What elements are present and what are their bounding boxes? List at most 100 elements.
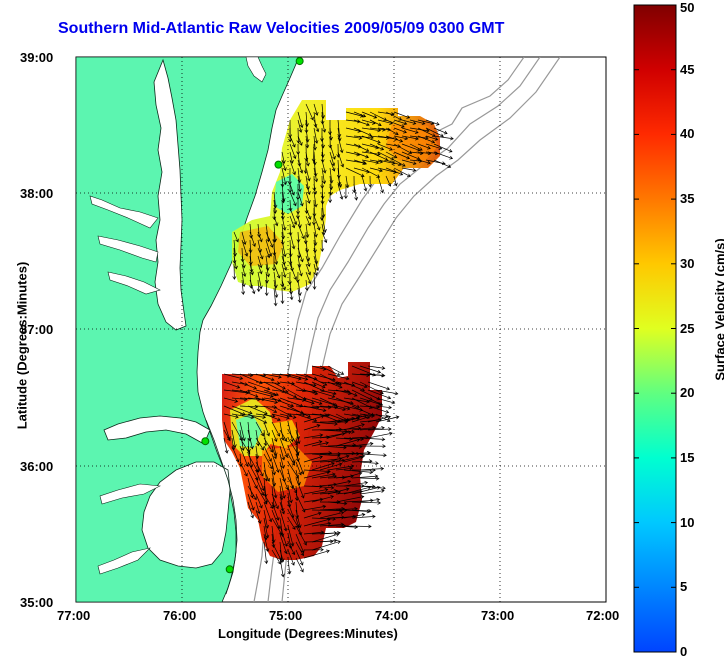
velocity-arrow (223, 373, 244, 381)
velocity-arrow (343, 413, 368, 423)
colorbar-label: Surface Velocity (cm/s) (712, 238, 724, 381)
velocity-arrow (313, 223, 318, 238)
velocity-arrow (289, 207, 298, 226)
velocity-arrow (319, 462, 343, 471)
velocity-arrow (313, 239, 317, 254)
velocity-arrow (433, 135, 454, 141)
velocity-arrow (409, 143, 423, 151)
velocity-arrow (425, 127, 444, 138)
velocity-arrow (303, 389, 319, 396)
velocity-arrow (271, 445, 278, 460)
velocity-arrow (289, 287, 294, 301)
velocity-arrow (295, 413, 318, 423)
colorbar-tick-label: 40 (680, 126, 695, 142)
velocity-arrow (417, 159, 431, 165)
velocity-arrow (385, 119, 405, 128)
velocity-arrow (264, 279, 269, 297)
velocity-arrow (327, 487, 350, 495)
velocity-arrow (343, 480, 369, 487)
velocity-arrow (247, 501, 255, 519)
colorbar-tick-label: 10 (680, 514, 695, 530)
velocity-arrow (359, 365, 382, 374)
velocity-arrow (313, 167, 319, 183)
velocity-arrow (353, 111, 367, 118)
velocity-arrow (361, 175, 368, 192)
velocity-arrow (369, 167, 383, 173)
velocity-arrow (279, 525, 288, 547)
velocity-arrow (319, 510, 345, 519)
velocity-arrow (433, 151, 454, 160)
velocity-arrow (359, 497, 381, 503)
velocity-arrow (393, 127, 407, 134)
velocity-arrow (233, 231, 239, 243)
velocity-arrow (265, 263, 271, 278)
velocity-arrow (255, 509, 262, 525)
velocity-arrow (303, 549, 330, 559)
velocity-arrow (263, 405, 278, 413)
velocity-arrow (287, 557, 292, 575)
velocity-arrow (263, 469, 270, 482)
velocity-arrow (345, 135, 363, 140)
velocity-arrow (279, 421, 285, 441)
velocity-arrow (312, 271, 317, 290)
velocity-arrow (279, 445, 286, 461)
neuse-river (97, 547, 151, 575)
velocity-arrow (239, 461, 248, 477)
velocity-arrow (256, 279, 261, 293)
velocity-arrow (337, 135, 344, 154)
velocity-arrow (255, 493, 263, 509)
velocity-arrow (327, 479, 352, 487)
albemarle-sound (103, 415, 211, 445)
velocity-arrow (295, 557, 304, 573)
velocity-arrow (288, 127, 293, 143)
velocity-arrow (313, 119, 320, 133)
velocity-arrow (279, 509, 288, 532)
velocity-arrow (273, 247, 279, 265)
y-tick-label: 38:00 (20, 186, 54, 201)
velocity-arrow (279, 549, 285, 563)
velocity-arrow (351, 500, 382, 505)
velocity-arrow (327, 430, 352, 439)
velocity-arrow (247, 429, 254, 450)
velocity-arrow (280, 207, 285, 220)
velocity-arrow (289, 183, 295, 196)
velocity-arrow (279, 477, 286, 499)
velocity-arrow (289, 191, 297, 207)
velocity-arrow (319, 389, 337, 396)
velocity-arrow (311, 462, 335, 471)
velocity-arrow (263, 501, 273, 523)
velocity-arrow (327, 373, 350, 381)
velocity-arrow (417, 143, 431, 150)
velocity-arrow (353, 151, 370, 159)
y-tick-label: 39:00 (20, 50, 54, 65)
velocity-arrow (295, 541, 304, 557)
velocity-arrow (263, 461, 269, 482)
velocity-arrow (273, 287, 278, 307)
y-axis-label: Latitude (Degrees:Minutes) (14, 261, 30, 430)
northern-cyan-patch (274, 174, 304, 214)
velocity-arrow (353, 119, 370, 127)
colorbar-tick-label: 25 (680, 320, 695, 336)
velocity-arrow (305, 255, 311, 268)
velocity-arrow (255, 373, 275, 382)
velocity-arrow (305, 103, 314, 121)
velocity-arrow (239, 445, 249, 467)
velocity-arrow (231, 445, 240, 463)
velocity-arrow (337, 183, 344, 200)
velocity-arrow (320, 127, 324, 142)
velocity-arrow (263, 453, 273, 470)
velocity-arrow (271, 453, 280, 473)
velocity-arrow (375, 405, 392, 410)
velocity-arrow (271, 461, 276, 476)
york-river (107, 271, 161, 295)
velocity-arrow (295, 429, 301, 445)
velocity-arrow (335, 397, 361, 409)
velocity-arrow (296, 231, 301, 243)
velocity-arrow (255, 461, 264, 477)
colorbar-ticks (634, 4, 676, 653)
velocity-arrow (255, 453, 261, 473)
velocity-arrow (303, 424, 321, 431)
velocity-arrow (353, 143, 370, 152)
velocity-arrow (297, 247, 304, 263)
velocity-arrow (257, 231, 263, 243)
